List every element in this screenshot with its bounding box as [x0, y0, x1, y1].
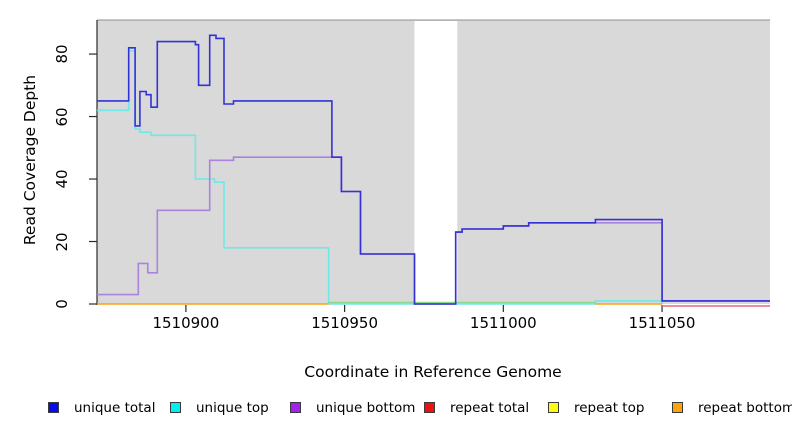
x-axis-tick-label: 1511050 — [628, 314, 696, 332]
legend-item-repeat-bottom: repeat bottom — [672, 399, 792, 416]
legend-swatch-unique-total-icon — [48, 402, 59, 413]
x-axis-tick-label: 1510900 — [152, 314, 220, 332]
legend-item-unique-total: unique total — [48, 399, 155, 416]
y-axis-title: Read Coverage Depth — [21, 74, 39, 246]
legend-label: repeat bottom — [698, 399, 792, 416]
legend-item-unique-top: unique top — [170, 399, 269, 416]
x-axis-tick-label: 1511000 — [469, 314, 537, 332]
legend-item-repeat-top: repeat top — [548, 399, 644, 416]
legend-label: unique total — [74, 399, 156, 416]
y-axis-tick-label: 0 — [53, 299, 71, 309]
y-axis-tick-label: 60 — [53, 106, 71, 127]
legend-label: repeat total — [450, 399, 530, 416]
y-axis-tick-label: 20 — [53, 231, 71, 252]
series-line-unique_total — [97, 34, 770, 305]
legend-label: repeat top — [574, 399, 645, 416]
legend-item-repeat-total: repeat total — [424, 399, 529, 416]
legend-label: unique top — [196, 399, 269, 416]
legend-item-unique-bottom: unique bottom — [290, 399, 415, 416]
y-axis-tick-label: 40 — [53, 169, 71, 189]
y-axis-tick-label: 80 — [53, 44, 71, 64]
coverage-gap-region — [414, 21, 458, 305]
legend-label: unique bottom — [316, 399, 416, 416]
legend-swatch-unique-top-icon — [170, 402, 181, 413]
legend-swatch-unique-bottom-icon — [290, 402, 301, 413]
legend-swatch-repeat-top-icon — [548, 402, 559, 413]
x-axis-tick-label: 1510950 — [311, 314, 379, 332]
legend-swatch-repeat-total-icon — [424, 402, 435, 413]
legend-swatch-repeat-bottom-icon — [672, 402, 683, 413]
x-axis-title: Coordinate in Reference Genome — [304, 363, 562, 381]
